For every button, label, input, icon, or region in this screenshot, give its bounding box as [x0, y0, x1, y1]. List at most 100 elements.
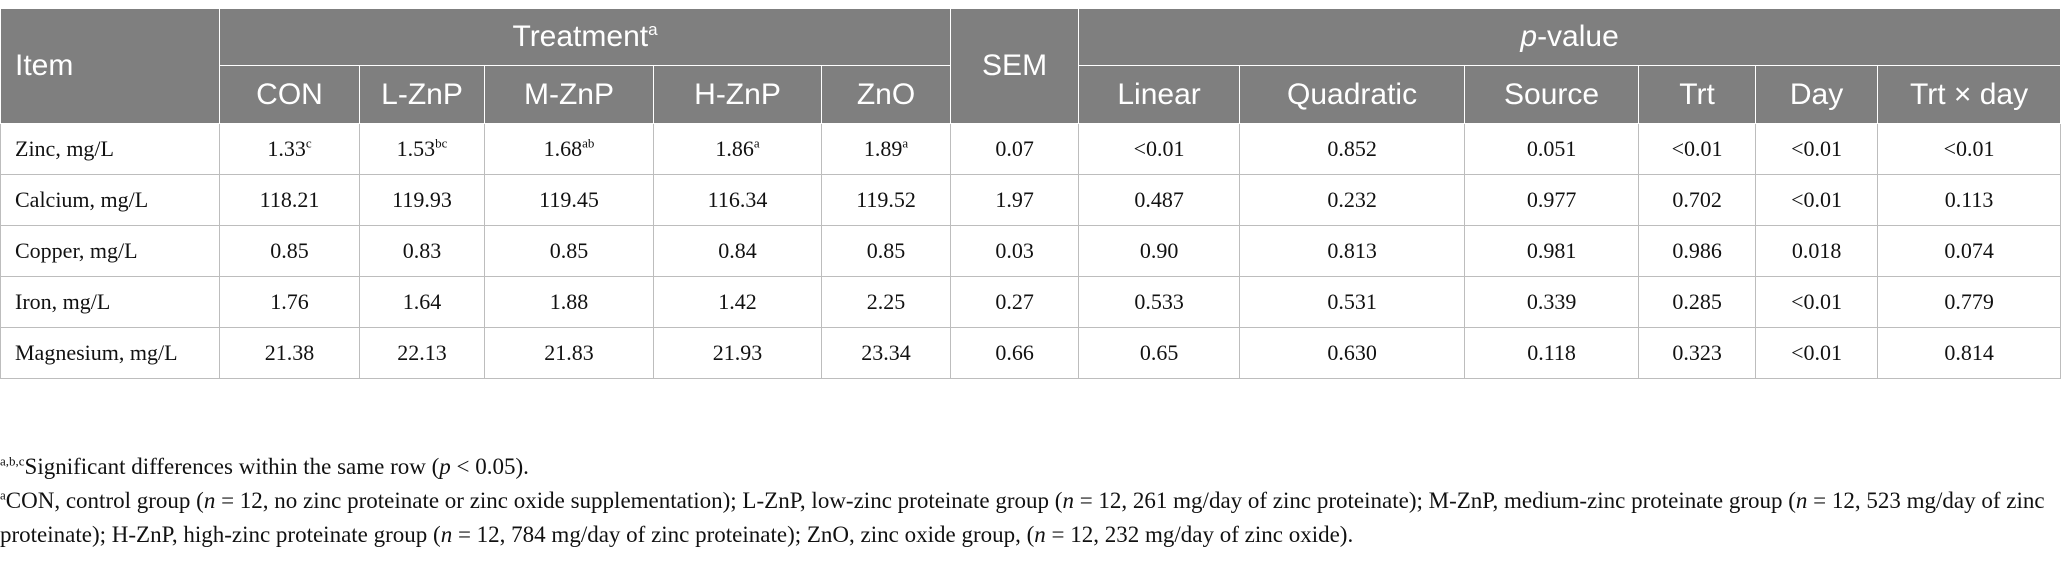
treatment-value: 119.93: [392, 187, 452, 212]
p-value: 0.981: [1464, 225, 1640, 277]
p-value: <0.01: [1638, 123, 1757, 175]
sem-value: 0.07: [950, 123, 1080, 175]
treatment-value: 1.68: [543, 136, 583, 161]
table-row: Iron, mg/L 1.76 1.64 1.88 1.42 2.25 0.27 0.533 0…: [0, 276, 2062, 328]
treatment-value: 119.52: [856, 187, 916, 212]
footnote-text: = 12, 232 mg/day of zinc oxide).: [1045, 522, 1354, 547]
treatment-value: 119.45: [539, 187, 599, 212]
treatment-value: 0.85: [270, 238, 309, 263]
treatment-value: 22.13: [397, 340, 447, 365]
p-value: 0.630: [1239, 327, 1466, 379]
treatment-value-cell: 119.93: [359, 174, 485, 226]
p-value: 0.852: [1239, 123, 1466, 175]
treatment-value: 1.86: [715, 136, 754, 161]
treatment-value-cell: 1.33c: [219, 123, 360, 175]
treatment-value-cell: 0.83: [359, 225, 485, 277]
col-day: Day: [1755, 65, 1879, 124]
row-label: Iron, mg/L: [0, 276, 220, 328]
col-linear: Linear: [1078, 65, 1241, 124]
row-label: Copper, mg/L: [0, 225, 220, 277]
p-value: <0.01: [1755, 174, 1879, 226]
sem-value: 1.97: [950, 174, 1080, 226]
table-body: Zinc, mg/L 1.33c 1.53bc 1.68ab 1.86a 1.89a 0.0…: [0, 123, 2062, 379]
sem-header: SEM: [950, 8, 1080, 124]
treatment-value: 1.53: [396, 136, 436, 161]
treatment-value: 1.76: [270, 289, 309, 314]
col-con: CON: [219, 65, 360, 124]
pvalue-p: p: [1520, 20, 1538, 53]
p-value: 0.339: [1464, 276, 1640, 328]
treatment-value: 0.85: [866, 238, 906, 263]
footnote-n: n: [1062, 488, 1074, 513]
p-value: <0.01: [1877, 123, 2062, 175]
treatment-value-cell: 0.85: [820, 225, 952, 277]
p-value: <0.01: [1755, 123, 1879, 175]
treatment-footnote-mark: a: [648, 20, 658, 39]
treatment-value: 1.89: [863, 136, 903, 161]
sem-value: 0.27: [950, 276, 1080, 328]
treatment-value-cell: 1.64: [359, 276, 485, 328]
treatment-value: 118.21: [259, 187, 320, 212]
col-quadratic: Quadratic: [1239, 65, 1466, 124]
treatment-value-cell: 1.89a: [820, 123, 952, 175]
treatment-value: 1.42: [718, 289, 757, 314]
treatment-value: 2.25: [866, 289, 906, 314]
footnote-n: n: [1034, 522, 1046, 547]
p-value: 0.232: [1239, 174, 1466, 226]
treatment-value: 0.83: [402, 238, 442, 263]
treatment-value-cell: 1.86a: [653, 123, 822, 175]
p-value: 0.65: [1078, 327, 1241, 379]
p-value: 0.285: [1638, 276, 1757, 328]
footnote-treatments: aCON, control group (n = 12, no zinc pro…: [0, 484, 2062, 552]
significance-letter: ab: [582, 135, 595, 151]
footnote-text: < 0.05).: [450, 454, 529, 479]
footnote-p: p: [439, 454, 451, 479]
footnote-text: = 12, 523 mg/day of zinc proteinate); H-…: [0, 488, 2045, 547]
footnote-text: = 12, 784 mg/day of zinc proteinate); Zn…: [452, 522, 1035, 547]
footnote-mark: a,b,c: [0, 453, 25, 469]
footnote-n: n: [440, 522, 453, 547]
pvalue-header: p-value: [1078, 8, 2062, 66]
p-value: <0.01: [1078, 123, 1241, 175]
footnote-text: = 12, no zinc proteinate or zinc oxide s…: [215, 488, 1063, 513]
p-value: 0.90: [1078, 225, 1241, 277]
footnote-text: Significant differences within the same …: [24, 454, 440, 479]
significance-letter: c: [305, 135, 312, 151]
treatment-value: 1.88: [549, 289, 589, 314]
treatment-value-cell: 0.85: [219, 225, 360, 277]
p-value: 0.986: [1638, 225, 1757, 277]
treatment-value-cell: 0.84: [653, 225, 822, 277]
treatment-value: 1.64: [402, 289, 442, 314]
treatment-value-cell: 21.38: [219, 327, 360, 379]
p-value: 0.814: [1877, 327, 2062, 379]
treatment-value-cell: 1.42: [653, 276, 822, 328]
treatment-value: 21.38: [264, 340, 315, 365]
treatment-value-cell: 21.93: [653, 327, 822, 379]
col-trt: Trt: [1638, 65, 1757, 124]
col-zno: ZnO: [820, 65, 952, 124]
treatment-value-cell: 1.76: [219, 276, 360, 328]
table-container: Item Treatmenta SEM p-value CON L-ZnP M-…: [0, 8, 2062, 379]
treatment-value: 0.85: [549, 238, 589, 263]
p-value: 0.702: [1638, 174, 1757, 226]
treatment-value-cell: 0.85: [484, 225, 654, 277]
treatment-value: 0.84: [718, 238, 757, 263]
footnote-n: n: [203, 488, 216, 513]
treatment-value-cell: 116.34: [653, 174, 822, 226]
treatment-value-cell: 22.13: [359, 327, 485, 379]
p-value: 0.074: [1877, 225, 2062, 277]
treatment-value-cell: 1.68ab: [484, 123, 654, 175]
item-header: Item: [0, 8, 220, 124]
p-value: 0.533: [1078, 276, 1241, 328]
p-value: 0.487: [1078, 174, 1241, 226]
treatment-header: Treatmenta: [218, 8, 952, 66]
p-value: 0.051: [1464, 123, 1640, 175]
treatment-value: 116.34: [707, 187, 768, 212]
col-source: Source: [1464, 65, 1640, 124]
p-value: <0.01: [1755, 276, 1879, 328]
table-row: Magnesium, mg/L 21.38 22.13 21.83 21.93 23.34…: [0, 327, 2062, 379]
treatment-value-cell: 1.88: [484, 276, 654, 328]
treatment-value: 21.93: [712, 340, 763, 365]
p-value: 0.813: [1239, 225, 1466, 277]
treatment-value-cell: 119.45: [484, 174, 654, 226]
